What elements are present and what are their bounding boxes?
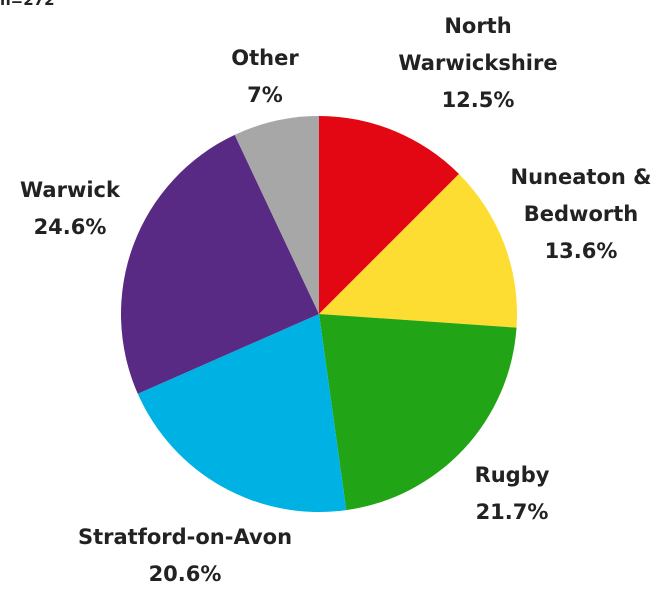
value-label: 20.6%	[148, 562, 222, 586]
pie-slice	[234, 116, 319, 314]
category-label: Warwick	[20, 178, 120, 202]
category-label: Stratford-on-Avon	[77, 525, 293, 549]
value-label: 24.6%	[33, 215, 107, 239]
slice-label: Nuneaton & Bedworth 13.6%	[506, 159, 656, 270]
category-label: Other	[231, 46, 299, 70]
category-label: Rugby	[474, 463, 550, 487]
category-label: North Warwickshire	[398, 14, 558, 75]
category-label: Nuneaton & Bedworth	[510, 165, 652, 226]
pie-slice	[319, 116, 460, 314]
value-label: 7%	[247, 83, 283, 107]
slice-label: Warwick 24.6%	[0, 172, 150, 246]
slice-label: North Warwickshire 12.5%	[388, 8, 568, 119]
pie-slice	[137, 314, 347, 512]
value-label: 21.7%	[475, 500, 549, 524]
pie-slice	[319, 173, 517, 328]
pie-slice	[121, 134, 319, 394]
slice-label: Other 7%	[205, 40, 325, 114]
pie-slice	[319, 314, 517, 511]
value-label: 12.5%	[441, 88, 515, 112]
value-label: 13.6%	[544, 239, 618, 263]
subtitle: n=272	[0, 0, 55, 9]
slice-label: Stratford-on-Avon 20.6%	[35, 519, 335, 593]
slice-label: Rugby 21.7%	[412, 457, 612, 531]
